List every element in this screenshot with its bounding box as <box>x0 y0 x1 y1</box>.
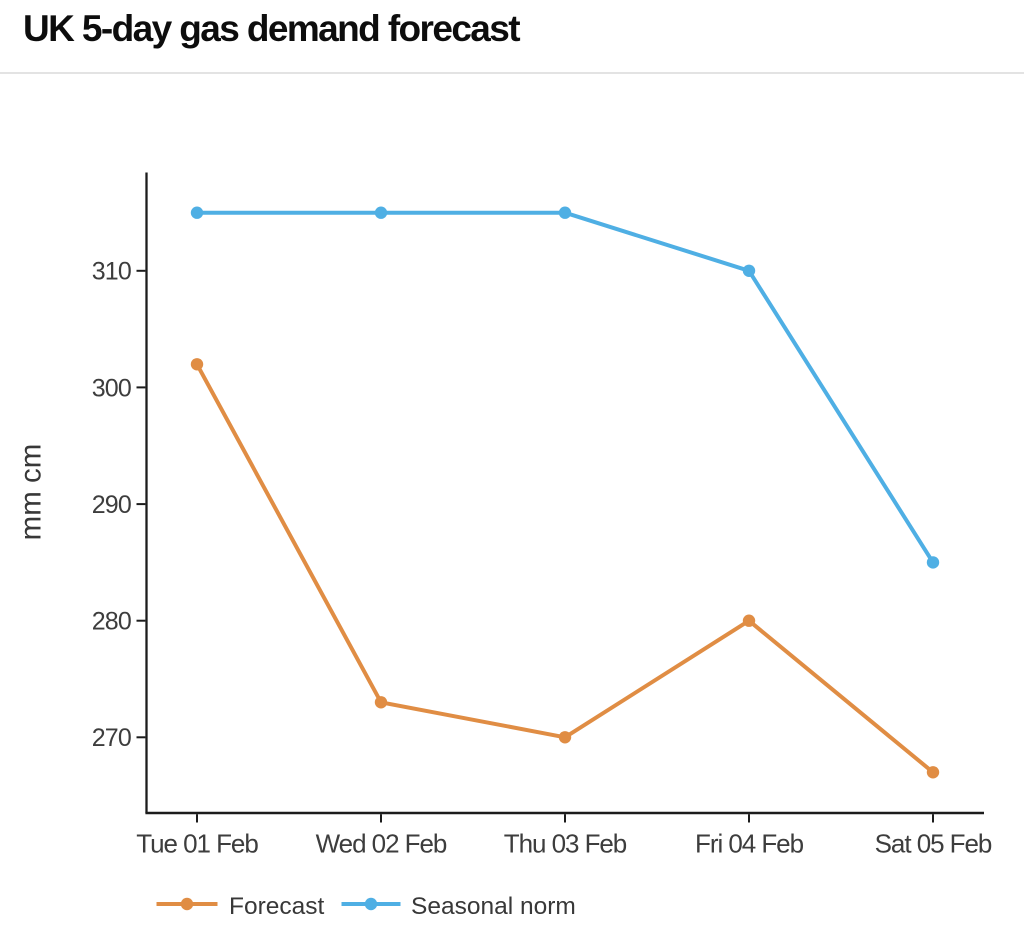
svg-text:Tue 01 Feb: Tue 01 Feb <box>136 829 258 859</box>
svg-text:310: 310 <box>92 258 131 286</box>
svg-text:280: 280 <box>92 608 131 636</box>
svg-text:Seasonal norm: Seasonal norm <box>411 893 576 920</box>
svg-text:Fri 04 Feb: Fri 04 Feb <box>695 829 804 859</box>
svg-text:Sat 05 Feb: Sat 05 Feb <box>875 829 992 859</box>
svg-text:mm cm: mm cm <box>15 444 48 541</box>
svg-text:Wed 02 Feb: Wed 02 Feb <box>316 829 447 859</box>
svg-text:Thu 03 Feb: Thu 03 Feb <box>504 829 627 859</box>
svg-text:300: 300 <box>92 374 131 402</box>
svg-text:Forecast: Forecast <box>229 893 325 920</box>
svg-text:270: 270 <box>92 724 131 752</box>
svg-text:290: 290 <box>92 491 131 519</box>
